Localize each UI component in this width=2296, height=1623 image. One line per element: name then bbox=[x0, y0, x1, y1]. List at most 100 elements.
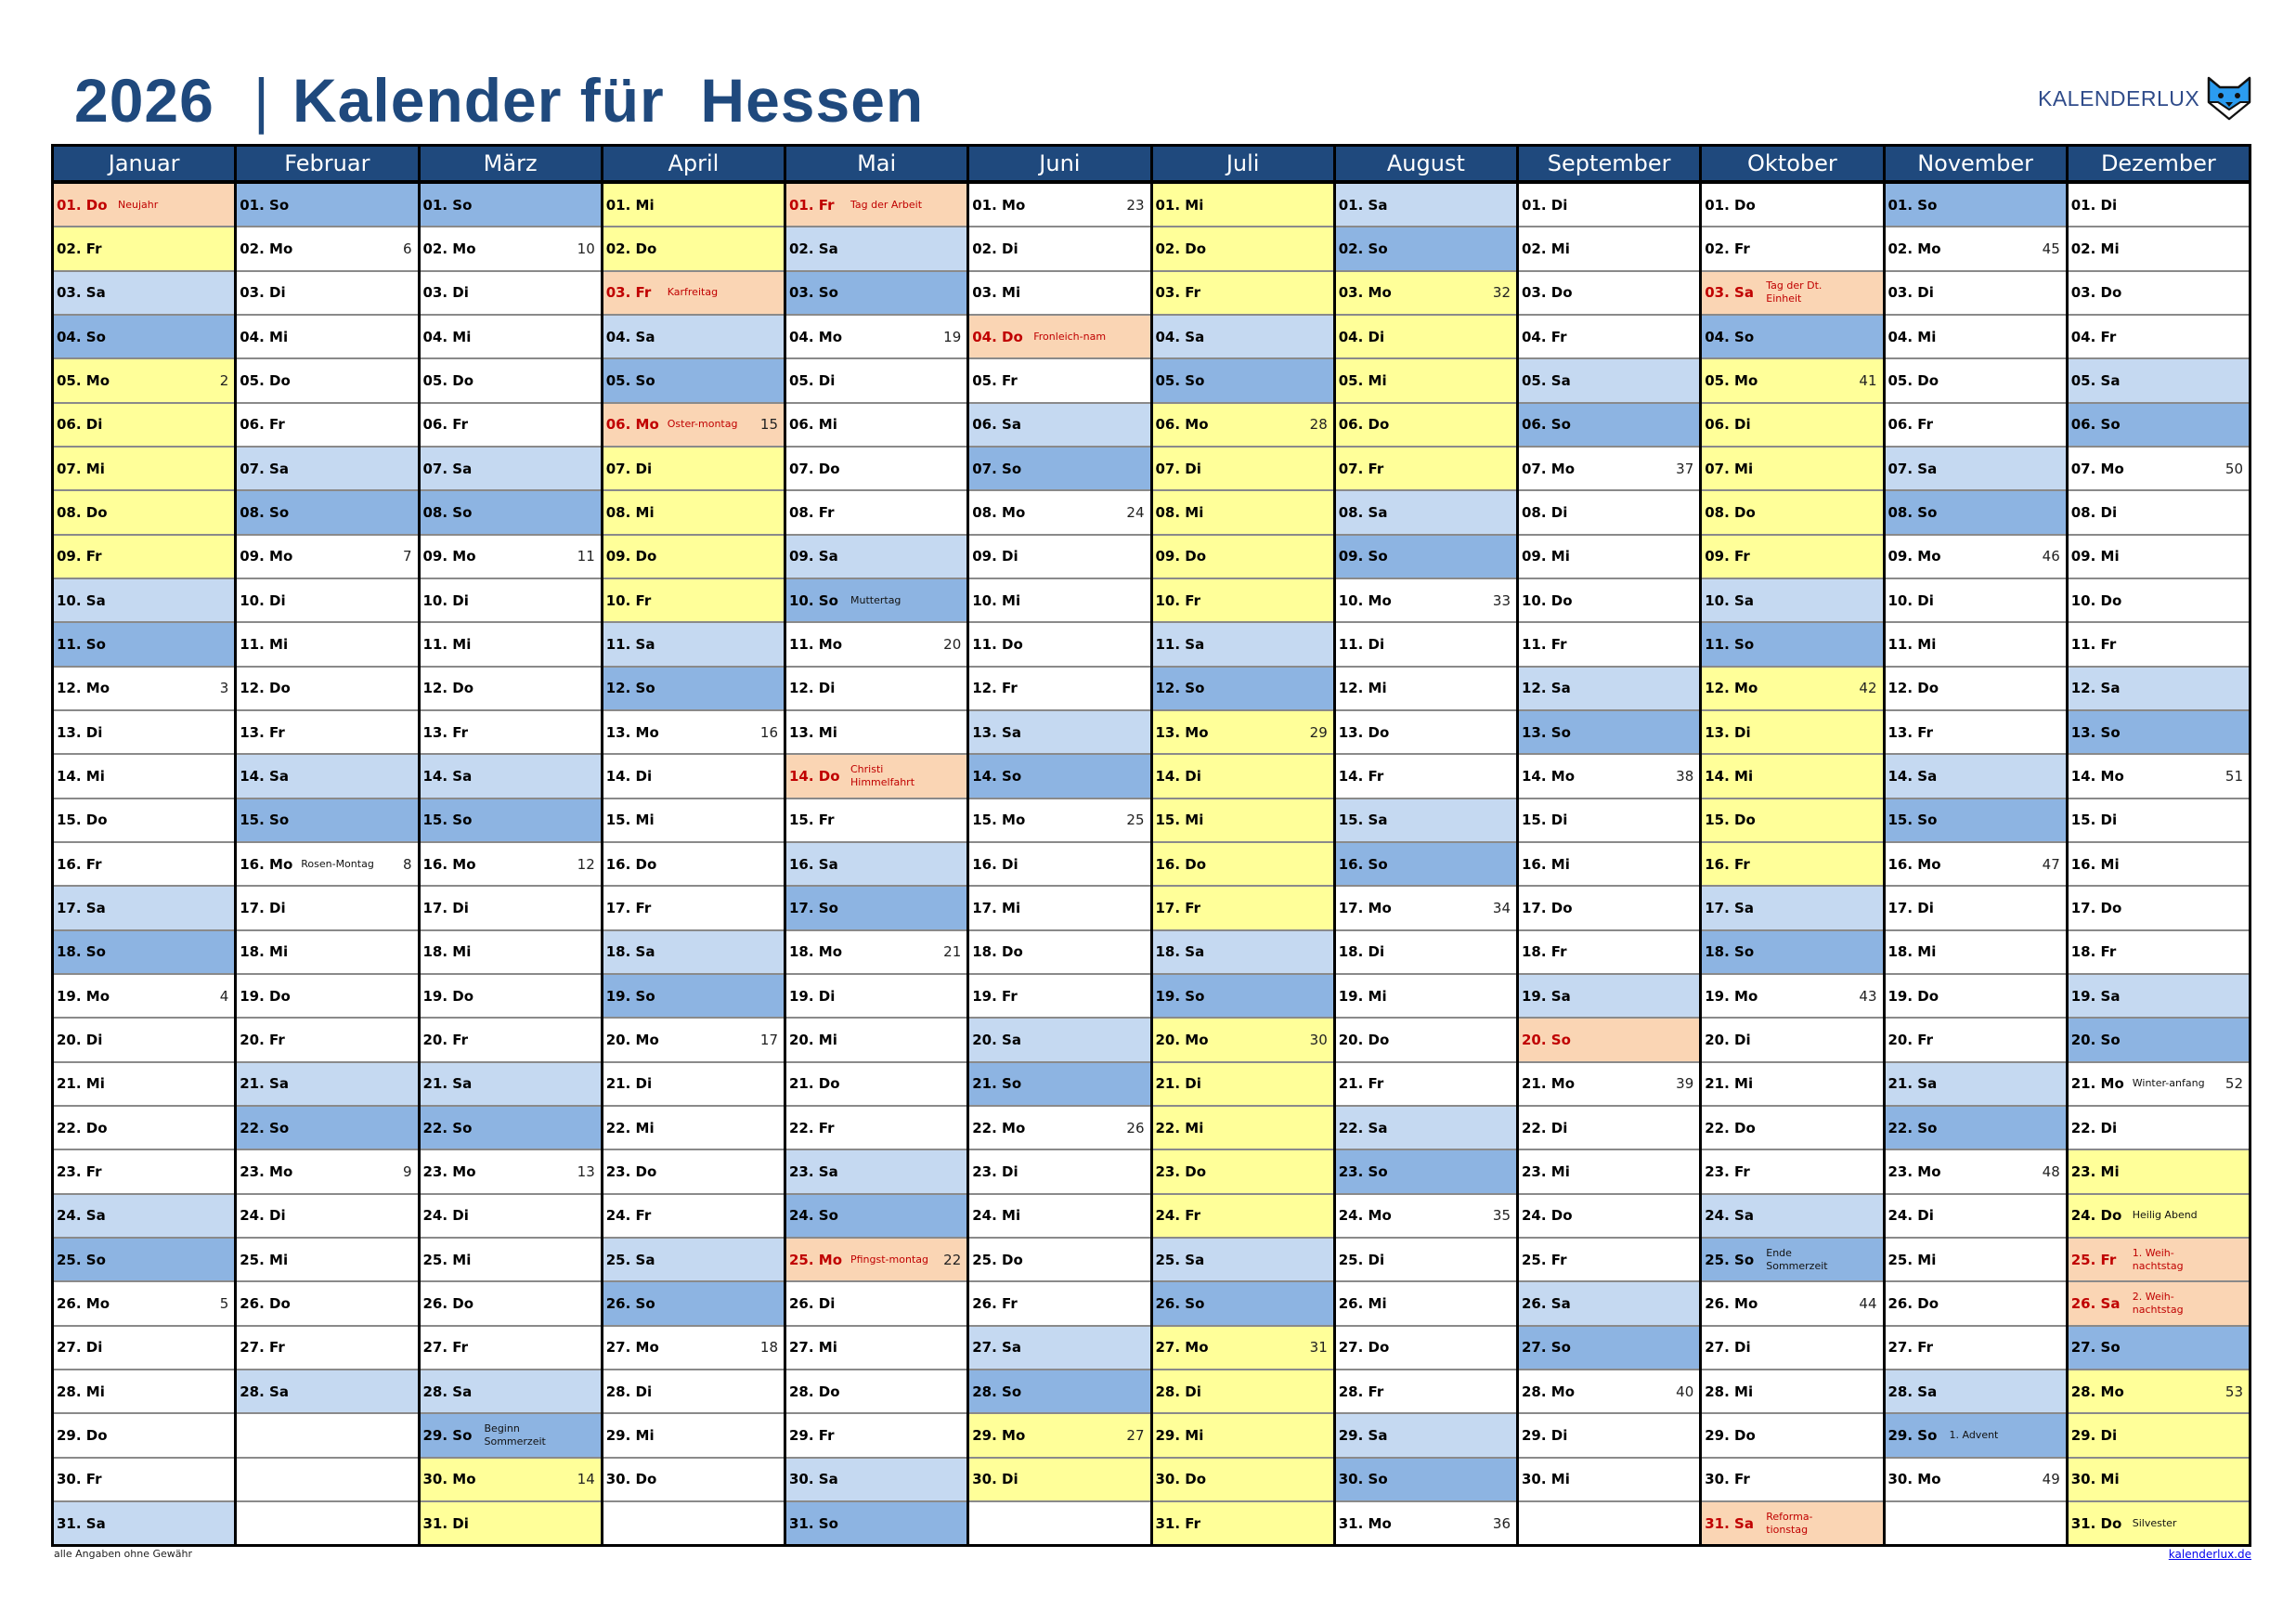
day-cell[interactable]: 15. So bbox=[237, 799, 418, 843]
day-cell[interactable]: 24. Di bbox=[1885, 1194, 2066, 1239]
day-cell[interactable]: 21. So bbox=[969, 1062, 1150, 1107]
day-cell[interactable]: 06. Fr bbox=[420, 403, 601, 448]
day-cell[interactable]: 16. Mi bbox=[1519, 842, 1700, 888]
day-cell[interactable]: 22. So bbox=[237, 1106, 418, 1151]
day-cell[interactable]: 23. Mi bbox=[1519, 1150, 1700, 1195]
day-cell[interactable]: 06. Mo 28 bbox=[1152, 403, 1333, 448]
day-cell[interactable]: 17. Do bbox=[2068, 887, 2249, 931]
day-cell[interactable]: 16. Do bbox=[603, 842, 784, 888]
day-cell[interactable]: 04. So bbox=[54, 315, 235, 360]
day-cell[interactable]: 24. Di bbox=[237, 1194, 418, 1239]
day-cell[interactable]: 24. Sa bbox=[1702, 1194, 1883, 1239]
day-cell[interactable]: 21. Sa bbox=[420, 1062, 601, 1107]
day-cell[interactable]: 08. Do bbox=[54, 491, 235, 536]
day-cell[interactable]: 18. Di bbox=[1335, 930, 1516, 975]
day-cell[interactable]: 17. Fr bbox=[1152, 887, 1333, 931]
day-cell[interactable]: 15. Mi bbox=[603, 799, 784, 843]
day-cell[interactable]: 28. Di bbox=[1152, 1370, 1333, 1415]
day-cell[interactable]: 27. Fr bbox=[1885, 1326, 2066, 1370]
day-cell[interactable]: 15. Do bbox=[54, 799, 235, 843]
day-cell[interactable]: 25. Mo Pfingst-montag 22 bbox=[786, 1238, 967, 1283]
day-cell[interactable]: 26. Do bbox=[420, 1282, 601, 1327]
day-cell[interactable]: 22. Fr bbox=[786, 1106, 967, 1151]
day-cell[interactable]: 30. Mo 49 bbox=[1885, 1458, 2066, 1502]
day-cell[interactable]: 28. Mo 53 bbox=[2068, 1370, 2249, 1415]
day-cell[interactable]: 12. Sa bbox=[2068, 667, 2249, 711]
day-cell[interactable]: 07. Sa bbox=[1885, 447, 2066, 492]
day-cell[interactable]: 21. Di bbox=[1152, 1062, 1333, 1107]
day-cell[interactable]: 10. Di bbox=[420, 578, 601, 624]
day-cell[interactable]: 05. Mo 2 bbox=[54, 359, 235, 404]
day-cell[interactable]: 26. So bbox=[603, 1282, 784, 1327]
day-cell[interactable]: 21. Sa bbox=[1885, 1062, 2066, 1107]
day-cell[interactable]: 07. Sa bbox=[237, 447, 418, 492]
day-cell[interactable]: 23. Di bbox=[969, 1150, 1150, 1195]
day-cell[interactable]: 03. Do bbox=[2068, 271, 2249, 316]
day-cell[interactable]: 31. Sa Reforma-tionstag bbox=[1702, 1501, 1883, 1545]
day-cell[interactable]: 09. So bbox=[1335, 535, 1516, 579]
day-cell[interactable]: 07. Do bbox=[786, 447, 967, 492]
day-cell[interactable]: 02. Mo 6 bbox=[237, 227, 418, 272]
day-cell[interactable]: 18. Fr bbox=[2068, 930, 2249, 975]
day-cell[interactable]: 14. Mi bbox=[1702, 755, 1883, 799]
day-cell[interactable]: 30. Do bbox=[1152, 1458, 1333, 1502]
day-cell[interactable]: 22. Mi bbox=[603, 1106, 784, 1151]
day-cell[interactable]: 12. Sa bbox=[1519, 667, 1700, 711]
day-cell[interactable]: 06. Mi bbox=[786, 403, 967, 448]
day-cell[interactable]: 30. Mo 14 bbox=[420, 1458, 601, 1502]
day-cell[interactable]: 31. So bbox=[786, 1501, 967, 1545]
day-cell[interactable]: 20. Mi bbox=[786, 1019, 967, 1063]
day-cell[interactable]: 11. So bbox=[54, 623, 235, 668]
day-cell[interactable]: 20. Fr bbox=[420, 1019, 601, 1063]
kalenderlux-logo[interactable]: KALENDERLUX bbox=[2038, 74, 2253, 123]
day-cell[interactable]: 18. So bbox=[1702, 930, 1883, 975]
day-cell[interactable]: 23. Sa bbox=[786, 1150, 967, 1195]
day-cell[interactable]: 24. Do Heilig Abend bbox=[2068, 1194, 2249, 1239]
day-cell[interactable]: 29. Do bbox=[1702, 1414, 1883, 1459]
day-cell[interactable]: 01. So bbox=[237, 184, 418, 228]
day-cell[interactable]: 14. Di bbox=[1152, 755, 1333, 799]
day-cell[interactable]: 18. Sa bbox=[1152, 930, 1333, 975]
day-cell[interactable]: 10. Sa bbox=[54, 578, 235, 624]
day-cell[interactable]: 27. Di bbox=[1702, 1326, 1883, 1370]
day-cell[interactable]: 25. Mi bbox=[1885, 1238, 2066, 1283]
day-cell[interactable]: 06. Di bbox=[54, 403, 235, 448]
day-cell[interactable]: 17. So bbox=[786, 887, 967, 931]
day-cell[interactable]: 15. So bbox=[1885, 799, 2066, 843]
day-cell[interactable]: 25. Di bbox=[1335, 1238, 1516, 1283]
day-cell[interactable]: 29. Mi bbox=[603, 1414, 784, 1459]
day-cell[interactable]: 09. Sa bbox=[786, 535, 967, 579]
day-cell[interactable]: 13. Do bbox=[1335, 710, 1516, 756]
day-cell[interactable]: 27. Mi bbox=[786, 1326, 967, 1370]
day-cell[interactable]: 29. Di bbox=[1519, 1414, 1700, 1459]
day-cell[interactable]: 31. Sa bbox=[54, 1501, 235, 1545]
day-cell[interactable]: 06. Do bbox=[1335, 403, 1516, 448]
day-cell[interactable]: 07. Di bbox=[603, 447, 784, 492]
day-cell[interactable]: 20. So bbox=[2068, 1019, 2249, 1063]
day-cell[interactable]: 03. Di bbox=[237, 271, 418, 316]
day-cell[interactable]: 03. Mi bbox=[969, 271, 1150, 316]
day-cell[interactable]: 17. Sa bbox=[54, 887, 235, 931]
day-cell[interactable]: 06. Fr bbox=[1885, 403, 2066, 448]
day-cell[interactable]: 16. Fr bbox=[54, 842, 235, 888]
day-cell[interactable]: 24. Di bbox=[420, 1194, 601, 1239]
day-cell[interactable]: 25. Fr 1. Weih-nachtstag bbox=[2068, 1238, 2249, 1283]
day-cell[interactable]: 27. So bbox=[2068, 1326, 2249, 1370]
day-cell[interactable]: 29. So Beginn Sommerzeit bbox=[420, 1414, 601, 1459]
day-cell[interactable]: 25. Mi bbox=[420, 1238, 601, 1283]
day-cell[interactable]: 09. Do bbox=[1152, 535, 1333, 579]
day-cell[interactable]: 11. So bbox=[1702, 623, 1883, 668]
day-cell[interactable]: 04. Mi bbox=[420, 315, 601, 360]
day-cell[interactable]: 02. Sa bbox=[786, 227, 967, 272]
day-cell[interactable]: 28. Di bbox=[603, 1370, 784, 1415]
day-cell[interactable]: 08. So bbox=[420, 491, 601, 536]
day-cell[interactable]: 22. Mo 26 bbox=[969, 1106, 1150, 1151]
day-cell[interactable]: 06. So bbox=[2068, 403, 2249, 448]
day-cell[interactable]: 04. Do Fronleich-nam bbox=[969, 315, 1150, 360]
day-cell[interactable]: 06. Mo Oster-montag 15 bbox=[603, 403, 784, 448]
day-cell[interactable]: 13. Fr bbox=[237, 710, 418, 756]
day-cell[interactable]: 05. Mi bbox=[1335, 359, 1516, 404]
day-cell[interactable]: 02. Mi bbox=[2068, 227, 2249, 272]
day-cell[interactable]: 24. Do bbox=[1519, 1194, 1700, 1239]
day-cell[interactable]: 23. Fr bbox=[1702, 1150, 1883, 1195]
